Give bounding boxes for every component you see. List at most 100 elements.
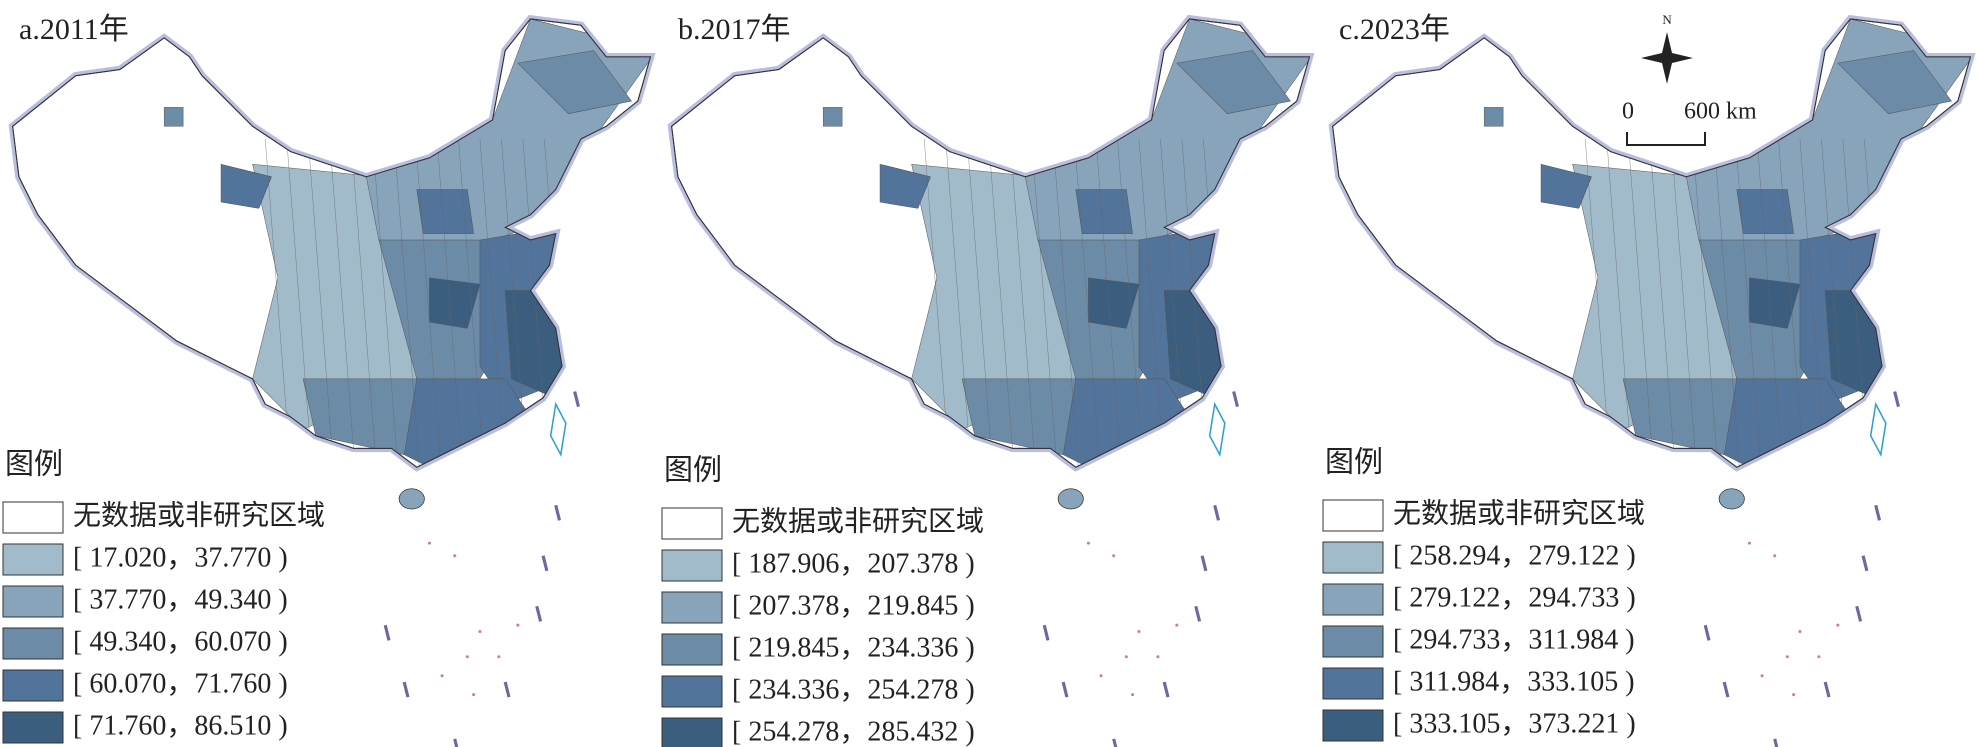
region	[1176, 50, 1291, 114]
boundary	[479, 138, 506, 468]
region	[163, 107, 184, 127]
boundary	[1052, 138, 1079, 468]
nine-dash	[1893, 391, 1900, 408]
legend-swatch	[1322, 625, 1384, 658]
legend-swatch	[1322, 583, 1384, 616]
boundary	[1095, 138, 1122, 468]
region	[1622, 378, 1738, 455]
choropleth-regions	[822, 18, 1310, 468]
region	[822, 107, 843, 127]
region	[1540, 163, 1592, 209]
region	[220, 163, 272, 209]
country-outline	[1332, 18, 1972, 468]
nine-dash	[1112, 738, 1118, 747]
nine-dash	[1232, 391, 1239, 408]
nine-dash	[1703, 624, 1711, 641]
boundary	[1670, 138, 1697, 468]
legend-swatch	[2, 543, 64, 576]
region	[416, 189, 474, 234]
legend-swatch	[2, 669, 64, 702]
boundary	[1031, 138, 1058, 468]
nine-dash	[1194, 605, 1202, 622]
nine-dash	[402, 681, 410, 698]
scale-start: 0	[1622, 99, 1634, 125]
region	[1749, 277, 1801, 329]
taiwan	[1869, 401, 1887, 458]
nine-dash	[1200, 555, 1208, 572]
region	[1075, 189, 1133, 234]
nine-dash	[1061, 681, 1069, 698]
boundary	[350, 138, 377, 468]
island	[478, 629, 482, 634]
nine-dash	[535, 605, 543, 622]
boundary	[1138, 138, 1165, 468]
nine-dash	[1722, 681, 1730, 698]
nine-dash	[453, 738, 459, 747]
legend-label: [ 279.122，294.733 )	[1393, 582, 1636, 613]
island	[1760, 674, 1764, 678]
nine-dash	[1213, 504, 1221, 521]
legend-label: [ 37.770，49.340 )	[73, 584, 288, 615]
taiwan	[1208, 401, 1226, 458]
boundary	[436, 138, 463, 468]
nine-dash	[1823, 681, 1831, 698]
island	[1137, 629, 1141, 634]
country-outline	[671, 18, 1311, 468]
nine-dash	[1874, 504, 1882, 521]
nine-dash	[541, 555, 549, 572]
boundary	[966, 138, 993, 468]
legend-label: [ 234.336，254.278 )	[732, 674, 975, 705]
legend-title: 图例	[664, 454, 722, 487]
island	[1112, 554, 1116, 558]
legend-label: [ 187.906，207.378 )	[732, 548, 975, 579]
island	[453, 554, 457, 558]
boundary	[988, 138, 1015, 468]
region	[1837, 50, 1952, 114]
arrow-star	[1641, 32, 1693, 84]
boundary	[945, 138, 972, 468]
legend-swatch	[661, 507, 723, 540]
region	[302, 378, 418, 455]
legend-swatch	[1322, 667, 1384, 700]
legend-label: [ 219.845，234.336 )	[732, 632, 975, 663]
boundary	[415, 138, 441, 468]
boundary	[1713, 138, 1740, 468]
legend-swatch	[1322, 541, 1384, 574]
island	[1131, 693, 1135, 697]
region	[429, 277, 481, 329]
island	[465, 655, 469, 659]
hainan	[398, 488, 425, 510]
region	[1088, 277, 1140, 329]
boundary	[1009, 138, 1036, 468]
region	[517, 50, 632, 114]
island	[1836, 623, 1840, 627]
legend-label: [ 311.984，333.105 )	[1393, 666, 1635, 697]
boundary	[329, 138, 356, 468]
country-outline	[12, 18, 652, 468]
nine-dash	[1773, 738, 1779, 747]
island	[472, 693, 476, 697]
nine-dash	[1861, 555, 1869, 572]
boundary	[1799, 138, 1826, 468]
region	[879, 163, 931, 209]
north-label: N	[1662, 12, 1672, 27]
legend-swatch	[661, 717, 723, 747]
island	[1817, 655, 1821, 659]
legend-swatch	[661, 549, 723, 582]
boundary	[265, 138, 291, 468]
hainan	[1057, 488, 1084, 510]
island	[1798, 629, 1802, 634]
legend-swatch	[2, 585, 64, 618]
boundary	[1649, 138, 1676, 468]
north-arrow: N	[1641, 12, 1693, 84]
nine-dash	[573, 391, 580, 408]
legend-swatch	[2, 501, 64, 534]
legend-title: 图例	[1325, 446, 1383, 479]
island	[440, 674, 444, 678]
island	[1747, 541, 1751, 545]
island	[497, 655, 501, 659]
island	[1773, 554, 1777, 558]
nine-dash	[503, 681, 511, 698]
